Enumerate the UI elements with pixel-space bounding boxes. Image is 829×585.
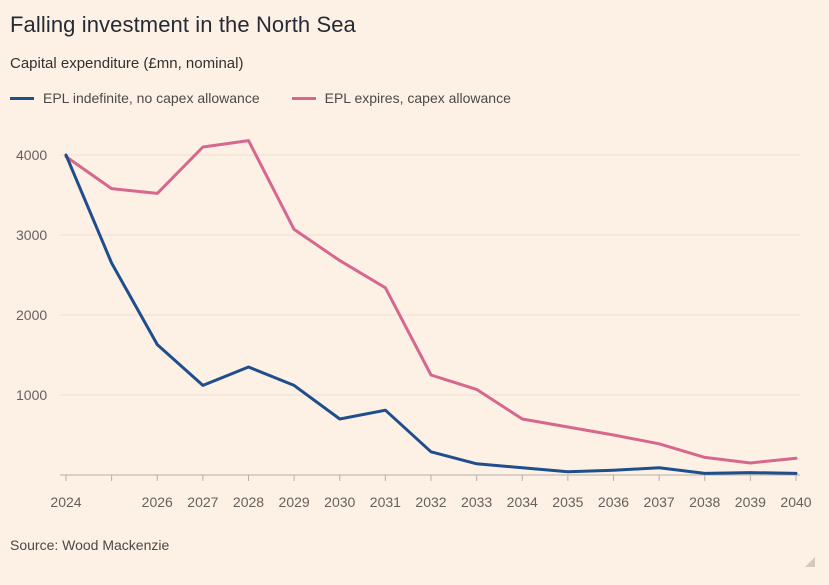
x-tick-label-2029: 2029 xyxy=(279,494,310,510)
series-line-epl-indefinite xyxy=(64,153,798,475)
x-tick-label-2033: 2033 xyxy=(461,494,492,510)
x-tick-label-2038: 2038 xyxy=(689,494,720,510)
x-axis: 2024 2026 2027 2028 2029 2030 2031 2032 2033 2034… xyxy=(50,474,812,510)
resize-handle-icon xyxy=(805,557,815,567)
x-tick-label-2026: 2026 xyxy=(142,494,173,510)
legend-swatch-blue xyxy=(10,96,34,100)
x-tick-label-2031: 2031 xyxy=(370,494,401,510)
chart-series xyxy=(64,139,798,475)
x-tick-label-2036: 2036 xyxy=(598,494,629,510)
x-tick-label-2040: 2040 xyxy=(780,494,811,510)
y-tick-label-2000: 2000 xyxy=(16,307,47,323)
legend-label-epl-indefinite: EPL indefinite, no capex allowance xyxy=(43,90,260,106)
x-tick-label-2034: 2034 xyxy=(507,494,538,510)
y-axis-ticks: 1000 2000 3000 4000 xyxy=(16,147,47,403)
chart-source: Source: Wood Mackenzie xyxy=(10,537,170,553)
x-tick-label-2030: 2030 xyxy=(324,494,355,510)
chart-title: Falling investment in the North Sea xyxy=(10,12,356,37)
chart-subtitle: Capital expenditure (£mn, nominal) xyxy=(10,55,244,72)
x-tick-label-2035: 2035 xyxy=(552,494,583,510)
legend-label-epl-expires: EPL expires, capex allowance xyxy=(324,90,511,106)
chart-legend: EPL indefinite, no capex allowance EPL e… xyxy=(10,90,543,106)
x-tick-label-2037: 2037 xyxy=(644,494,675,510)
y-tick-label-4000: 4000 xyxy=(16,147,47,163)
x-tick-label-2032: 2032 xyxy=(415,494,446,510)
legend-item-epl-expires: EPL expires, capex allowance xyxy=(291,90,511,106)
y-tick-label-3000: 3000 xyxy=(16,227,47,243)
legend-swatch-pink xyxy=(291,96,316,100)
x-tick-label-2027: 2027 xyxy=(187,494,218,510)
x-tick-label-2024: 2024 xyxy=(50,494,81,510)
legend-item-epl-indefinite: EPL indefinite, no capex allowance xyxy=(10,90,260,106)
chart-gridlines xyxy=(60,154,800,396)
x-tick-label-2028: 2028 xyxy=(233,494,264,510)
x-tick-label-2039: 2039 xyxy=(735,494,766,510)
series-line-epl-expires xyxy=(64,139,798,465)
y-tick-label-1000: 1000 xyxy=(16,387,47,403)
